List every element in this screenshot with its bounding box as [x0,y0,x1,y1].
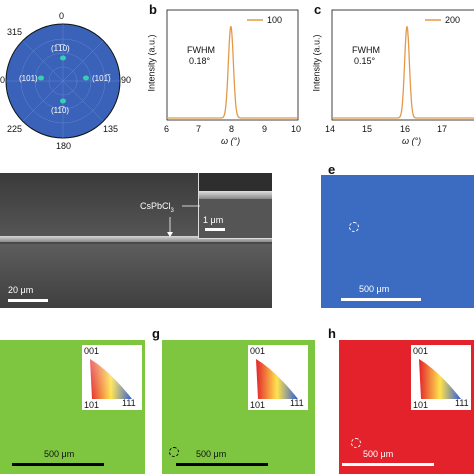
x-tick-label: 15 [362,124,373,134]
scale-bar [8,299,48,302]
fwhm-title: FWHM [352,45,380,55]
legend-label: 100 [267,15,283,25]
rocking-curve-b [166,9,299,121]
tri-label-bottom-right: 111 [122,398,136,408]
panel-c: c 200 FWHM 0.15° Intensity (a.u.) 14 15 … [310,0,474,160]
scale-bar [176,463,268,466]
y-axis-label: Intensity (a.u.) [146,34,157,92]
series-line-200 [332,26,474,119]
angle-label-left: 0 [0,75,6,85]
scale-bar [341,298,421,301]
tri-label-bottom-left: 101 [84,400,100,410]
pole-figure [5,23,121,139]
pole-label: (101) [19,74,38,83]
pole-spot [60,98,66,104]
x-tick-label: 9 [262,124,268,134]
pole-spot [60,55,66,61]
scale-bar [342,463,434,466]
pole-label: (11̅0) [51,106,70,115]
x-tick-label: 10 [291,124,302,134]
legend-label: 200 [445,15,461,25]
panel-a: 0 315 0 90 225 135 180 (1̅1̅0) (101) (10… [0,0,140,160]
panel-h-map: 001 101 111 500 μm [339,340,474,474]
marker-circle [351,438,361,448]
scale-label: 500 μm [363,449,394,459]
panel-letter-h: h [328,326,336,341]
x-tick-label: 8 [229,124,235,134]
x-tick-label: 7 [196,124,202,134]
inset-image: 1 μm [198,173,272,239]
scale-label: 500 μm [359,284,390,294]
pole-spot [38,75,44,81]
marker-circle [349,222,359,232]
angle-label-bottom-left: 225 [7,124,23,134]
scale-label: 500 μm [196,449,227,459]
scale-label: 500 μm [44,449,75,459]
tri-label-bottom-right: 111 [455,398,469,408]
film-label: CsPbCl3 [140,201,174,214]
tri-label-bottom-right: 111 [290,398,304,408]
x-tick-label: 16 [400,124,411,134]
plot-frame [331,9,474,121]
angle-label-top-left: 315 [7,27,23,37]
rocking-curve-c [331,9,474,121]
panel-letter-b: b [149,2,157,17]
scale-bar [12,463,104,466]
inset-scale-label: 1 μm [203,215,224,225]
x-tick-label: 17 [437,124,448,134]
panel-letter-g: g [152,326,160,341]
x-axis-label: ω (°) [221,136,241,146]
x-tick-label: 14 [325,124,336,134]
panel-b: b 100 FWHM 0.18° Intensity (a.u.) 6 7 8 … [145,0,310,160]
y-axis-label: Intensity (a.u.) [311,34,322,92]
ipf-triangle-key: 001 101 [82,345,142,410]
tri-label-top: 001 [84,346,100,356]
pole-label: (101̅) [92,74,111,83]
panel-g-map: 001 101 111 500 μm [162,340,315,474]
substrate-region [0,244,272,308]
panel-f-map: 001 101 111 500 μm [0,340,145,474]
film-arrow [167,205,200,237]
tri-label-bottom-left: 101 [413,400,429,410]
panel-letter-c: c [314,2,322,17]
panel-e-map: 500 μm [321,175,474,308]
tri-label-top: 001 [413,346,429,356]
pole-label: (1̅1̅0) [51,44,70,53]
inset-scale-bar [205,228,225,231]
panel-d-sem: 1 μm CsPbCl3 20 μm [0,173,272,308]
scale-label: 20 μm [8,285,34,295]
ipf-triangle-key: 001 101 [248,345,308,410]
fwhm-title: FWHM [187,45,215,55]
fwhm-value: 0.18° [189,56,211,66]
series-line-100 [167,26,298,119]
tri-label-top: 001 [250,346,266,356]
angle-label-right: 90 [121,75,132,85]
angle-label-top: 0 [59,11,65,21]
film-layer [0,236,272,242]
fwhm-value: 0.15° [354,56,376,66]
ipf-triangle-key: 001 101 [411,345,471,410]
pole-spot [83,75,89,81]
angle-label-bottom: 180 [56,141,72,151]
angle-label-bottom-right: 135 [103,124,119,134]
plot-frame [166,9,299,121]
marker-circle [169,447,179,457]
x-axis-label: ω (°) [402,136,422,146]
tri-label-bottom-left: 101 [250,400,266,410]
panel-letter-e: e [328,162,336,177]
x-tick-label: 6 [164,124,170,134]
